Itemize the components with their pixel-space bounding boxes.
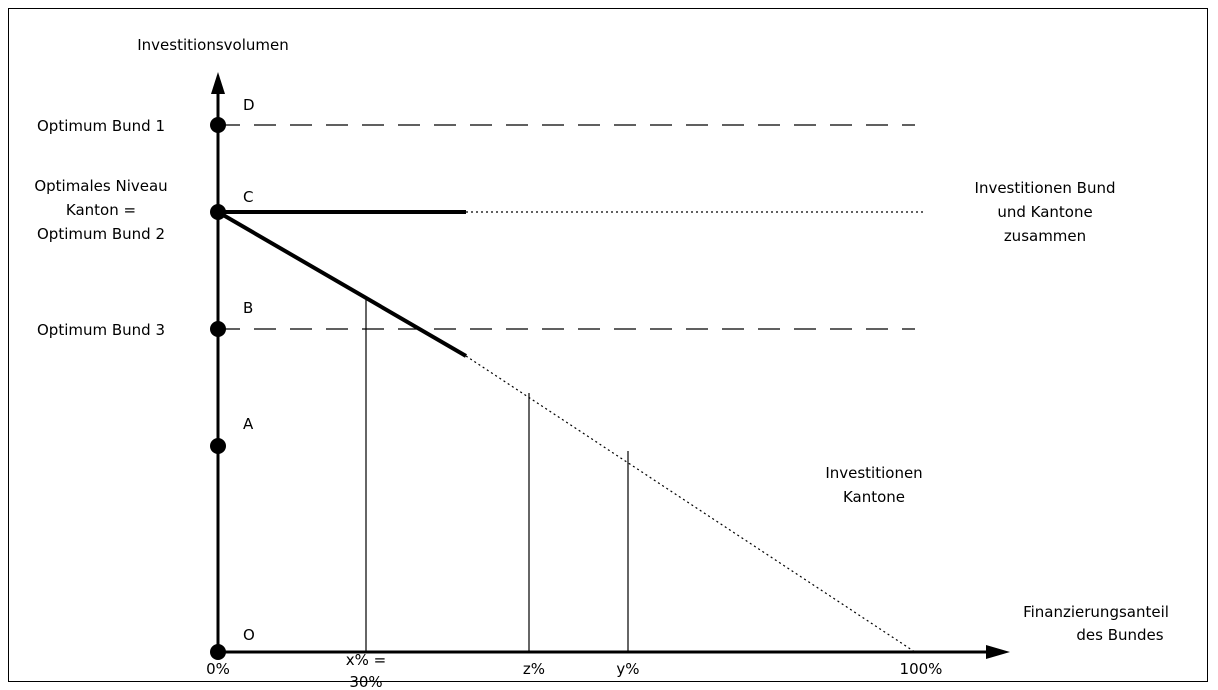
optimales-niveau-label-line1: Optimales Niveau xyxy=(34,177,167,195)
x-tick-x-line2: 30% xyxy=(349,673,382,690)
cantons-investment-line-thick xyxy=(216,210,468,358)
point-b-dot xyxy=(210,321,226,337)
x-axis-label-line1: Finanzierungsanteil xyxy=(1023,603,1169,621)
total-investment-label-line2: und Kantone xyxy=(997,203,1092,221)
optimum-bund-1-label: Optimum Bund 1 xyxy=(37,117,165,135)
cantons-investment-label-line1: Investitionen xyxy=(825,464,922,482)
point-o-label: O xyxy=(243,626,255,644)
x-tick-0: 0% xyxy=(206,660,230,678)
x-tick-z: z% xyxy=(523,660,545,678)
x-tick-100: 100% xyxy=(900,660,943,678)
optimales-niveau-label-line2: Kanton = xyxy=(66,201,136,219)
x-tick-y: y% xyxy=(616,660,639,678)
point-a-dot xyxy=(210,438,226,454)
total-investment-label-line1: Investitionen Bund xyxy=(975,179,1116,197)
point-a-label: A xyxy=(243,415,254,433)
point-d-label: D xyxy=(243,96,255,114)
cantons-investment-label-line2: Kantone xyxy=(843,488,905,506)
point-c-label: C xyxy=(243,188,253,206)
x-axis-arrowhead xyxy=(986,645,1010,659)
point-b-label: B xyxy=(243,299,253,317)
x-axis-label-line2: des Bundes xyxy=(1076,626,1163,644)
optimales-niveau-label-line3: Optimum Bund 2 xyxy=(37,225,165,243)
optimum-bund-3-label: Optimum Bund 3 xyxy=(37,321,165,339)
y-axis-arrowhead xyxy=(211,72,225,94)
point-o-dot xyxy=(210,644,226,660)
diagram-frame xyxy=(8,8,1208,682)
x-tick-x-line1: x% = xyxy=(346,651,386,669)
point-d-dot xyxy=(210,117,226,133)
total-investment-label-line3: zusammen xyxy=(1004,227,1086,245)
point-c-dot xyxy=(210,204,226,220)
y-axis-label: Investitionsvolumen xyxy=(137,36,289,54)
